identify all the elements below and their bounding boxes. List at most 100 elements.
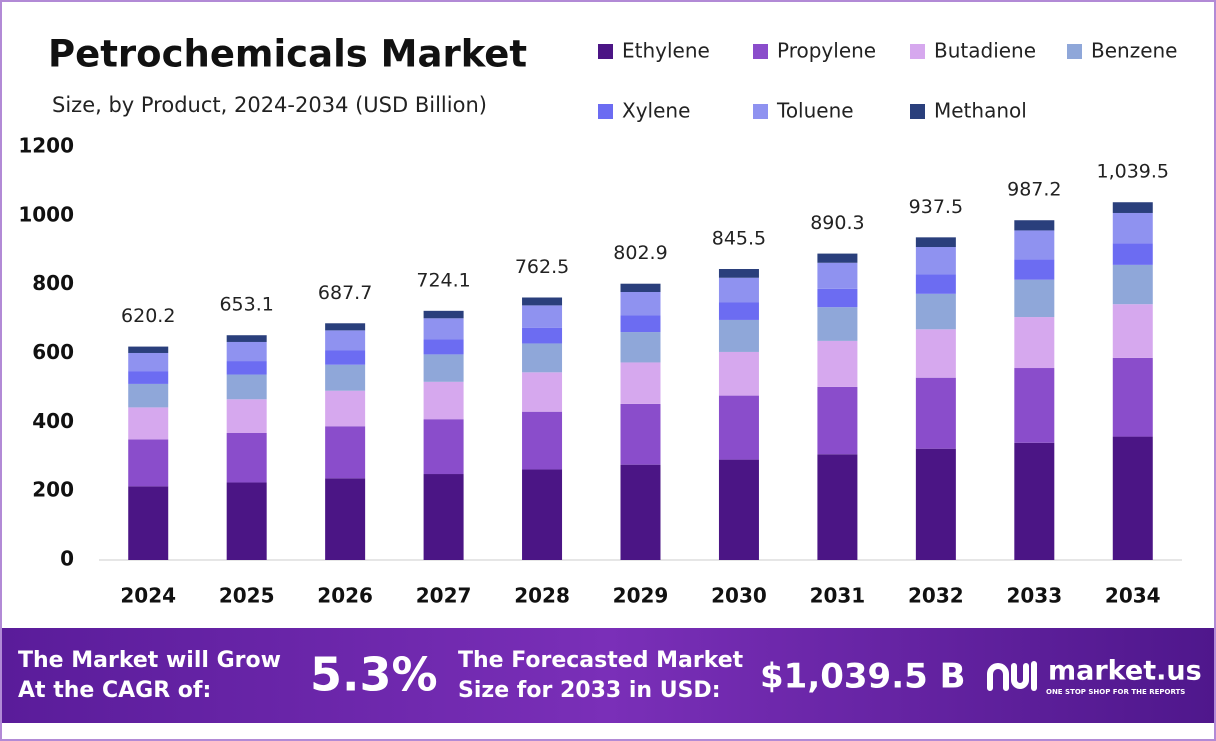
bar-segment <box>522 372 563 412</box>
y-tick-label: 1000 <box>18 202 74 226</box>
bar-segment <box>325 323 366 331</box>
brand-name: market.us <box>1048 656 1202 687</box>
bar-segment <box>620 315 661 333</box>
bar-segment <box>522 297 563 306</box>
chart-title: Petrochemicals Market <box>48 33 527 76</box>
x-tick-label: 2033 <box>1006 584 1062 608</box>
legend-swatch <box>753 104 768 119</box>
y-tick-label: 800 <box>32 271 74 295</box>
bar-segment <box>817 262 858 289</box>
total-label: 937.5 <box>909 196 963 218</box>
bar-segment <box>522 411 563 470</box>
bar-segment <box>915 448 956 560</box>
total-label: 802.9 <box>613 242 667 264</box>
x-tick-label: 2027 <box>416 584 472 608</box>
bar-segment <box>915 237 956 248</box>
bar-segment <box>1112 357 1153 437</box>
bar-segment <box>325 364 366 391</box>
bar-segment <box>718 319 759 352</box>
total-label: 687.7 <box>318 282 372 304</box>
bar-segment <box>620 332 661 363</box>
total-label: 724.1 <box>416 269 470 291</box>
bar-segment <box>817 340 858 387</box>
legend-swatch <box>598 104 613 119</box>
bar-segment <box>915 274 956 294</box>
legend-label: Butadiene <box>934 39 1036 63</box>
legend-swatch <box>910 44 925 59</box>
bar-segment <box>915 329 956 378</box>
bar-segment <box>620 464 661 560</box>
bar-segment <box>128 486 169 560</box>
x-tick-label: 2025 <box>219 584 275 608</box>
total-label: 987.2 <box>1007 179 1061 201</box>
x-tick-label: 2032 <box>908 584 964 608</box>
plot-area: 0 200 400 600 800 1000 1200 620.2 2024 653.1 2025 6… <box>18 134 1182 608</box>
bar-segment <box>325 390 366 427</box>
bar-segment <box>522 305 563 328</box>
bar-segment <box>1112 243 1153 265</box>
bar-segment <box>620 403 661 465</box>
bar-segment <box>128 371 169 384</box>
bar-segment <box>1014 259 1055 280</box>
legend-label: Xylene <box>622 99 690 123</box>
bar-segment <box>226 341 267 362</box>
bar-segment <box>915 377 956 449</box>
brand-tagline: ONE STOP SHOP FOR THE REPORTS <box>1046 688 1185 696</box>
legend-label: Methanol <box>934 99 1027 123</box>
bar-segment <box>128 346 169 353</box>
total-label: 1,039.5 <box>1097 161 1170 183</box>
legend-label: Benzene <box>1091 39 1177 63</box>
bar-segment <box>226 335 267 342</box>
bar-segment <box>817 307 858 341</box>
bar-segment <box>325 330 366 351</box>
bar-segment <box>325 426 366 479</box>
footer-text: Size for 2033 in USD: <box>458 678 721 703</box>
x-tick-label: 2024 <box>120 584 176 608</box>
brand-logo <box>987 661 1037 691</box>
bar-segment <box>128 407 169 440</box>
bar-segment <box>423 354 464 382</box>
bar-segment <box>325 478 366 560</box>
x-tick-label: 2029 <box>613 584 669 608</box>
bar-segment <box>423 318 464 340</box>
bar-segment <box>423 310 464 319</box>
bar-segment <box>817 386 858 455</box>
bar-segment <box>226 399 267 434</box>
bar-segment <box>1014 220 1055 231</box>
y-tick-label: 600 <box>32 340 74 364</box>
bar-segment <box>620 283 661 292</box>
bar-segment <box>620 291 661 316</box>
bar-segment <box>128 439 169 487</box>
bar-segment <box>325 350 366 365</box>
bar-segment <box>915 293 956 330</box>
bar-segment <box>522 327 563 344</box>
bar-segment <box>226 361 267 375</box>
legend-swatch <box>1067 44 1082 59</box>
bar-segment <box>718 351 759 396</box>
total-label: 620.2 <box>121 305 175 327</box>
legend: Ethylene Propylene Butadiene Benzene Xylene T… <box>598 39 1177 123</box>
x-tick-label: 2034 <box>1105 584 1161 608</box>
bar-segment <box>226 433 267 483</box>
bar-segment <box>226 374 267 400</box>
y-tick-label: 1200 <box>18 134 74 158</box>
total-label: 890.3 <box>810 212 864 234</box>
total-label: 762.5 <box>515 256 569 278</box>
bar-segment <box>1112 212 1153 244</box>
x-tick-label: 2028 <box>514 584 570 608</box>
bar-segment <box>226 482 267 560</box>
bar-segment <box>1112 202 1153 213</box>
legend-swatch <box>753 44 768 59</box>
bar-segment <box>817 253 858 263</box>
bar-segment <box>423 339 464 355</box>
bar-segment <box>1112 436 1153 560</box>
bar-segment <box>718 269 759 278</box>
bar-segment <box>1014 279 1055 318</box>
bar-segment <box>423 474 464 560</box>
legend-swatch <box>910 104 925 119</box>
y-tick-label: 0 <box>60 547 74 571</box>
bar-segment <box>1014 317 1055 369</box>
bar-segment <box>1014 442 1055 560</box>
y-tick-label: 200 <box>32 478 74 502</box>
